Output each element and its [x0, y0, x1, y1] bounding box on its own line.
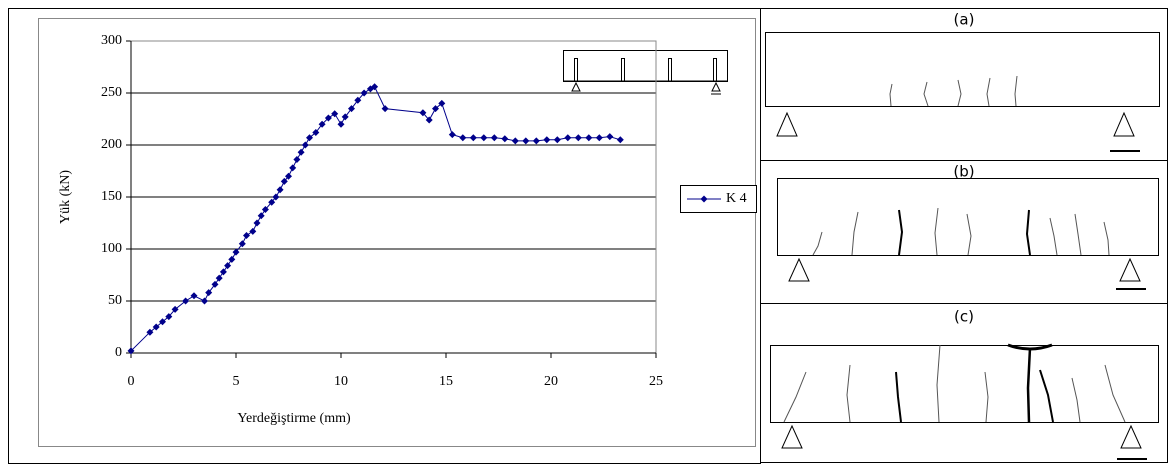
panel-label: (b) [953, 163, 974, 181]
y-tick-label: 300 [101, 33, 122, 48]
crack-panels [761, 9, 1168, 463]
y-tick-label: 150 [101, 189, 122, 204]
data-point [258, 212, 265, 219]
y-tick-label: 200 [101, 137, 122, 152]
data-point [216, 275, 223, 282]
y-tick-label: 100 [101, 241, 122, 256]
data-point [470, 134, 477, 141]
data-point [191, 292, 198, 299]
data-point [606, 133, 613, 140]
data-point [480, 134, 487, 141]
legend-label: K 4 [726, 191, 747, 206]
data-point [254, 220, 261, 227]
data-point [243, 232, 250, 239]
chart-area [39, 19, 756, 447]
data-point [224, 262, 231, 269]
data-point [564, 134, 571, 141]
x-tick-label: 10 [334, 374, 348, 389]
data-point [249, 228, 256, 235]
x-tick-label: 5 [233, 374, 240, 389]
data-point [277, 186, 284, 193]
x-tick-label: 0 [128, 374, 135, 389]
x-tick-label: 25 [649, 374, 663, 389]
data-point [501, 135, 508, 142]
data-point [228, 256, 235, 263]
data-point [522, 137, 529, 144]
data-point [596, 134, 603, 141]
data-point [459, 134, 466, 141]
data-point [220, 268, 227, 275]
y-tick-label: 0 [115, 345, 122, 360]
data-point [338, 121, 345, 128]
page: Yerdeğiştirme (mm) Yük (kN) (a) (b) (c) 0 5… [0, 0, 1169, 464]
data-point [554, 136, 561, 143]
inset-beam [563, 51, 728, 95]
data-point [382, 105, 389, 112]
data-point [491, 134, 498, 141]
x-tick-label: 15 [439, 374, 453, 389]
data-point [289, 164, 296, 171]
data-point [331, 110, 338, 117]
x-axis-title: Yerdeğiştirme (mm) [237, 411, 351, 426]
data-point [617, 136, 624, 143]
y-tick-label: 50 [108, 293, 122, 308]
data-point [201, 298, 208, 305]
series-line [131, 87, 620, 351]
y-tick-label: 250 [101, 85, 122, 100]
data-point [533, 137, 540, 144]
data-point [293, 156, 300, 163]
data-point [543, 136, 550, 143]
y-axis-title: Yük (kN) [58, 170, 73, 224]
panel-label: (c) [954, 308, 974, 326]
data-point [302, 142, 309, 149]
x-tick-label: 20 [544, 374, 558, 389]
data-point [298, 149, 305, 156]
data-point [512, 137, 519, 144]
chart-frame [9, 9, 761, 464]
panel-label: (a) [954, 11, 975, 29]
data-point [585, 134, 592, 141]
data-point [449, 131, 456, 138]
data-point [575, 134, 582, 141]
